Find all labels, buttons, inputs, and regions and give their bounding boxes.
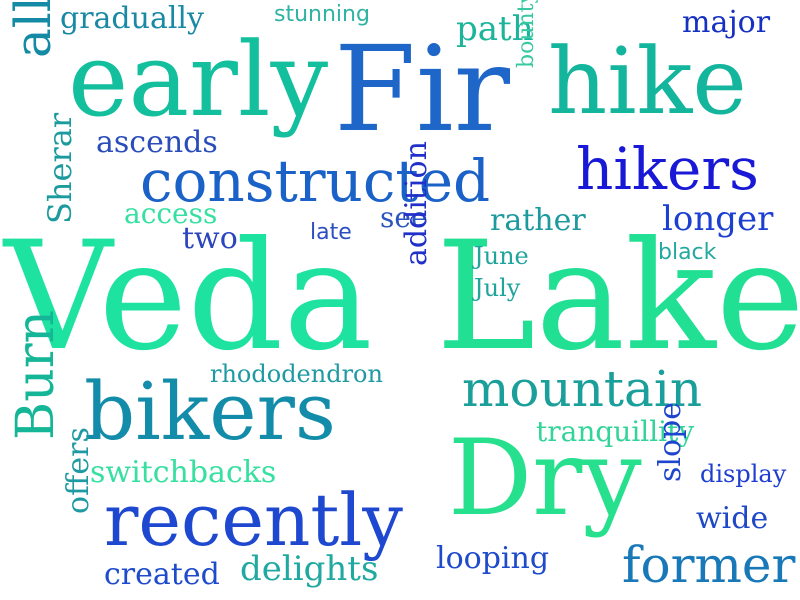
- word-july: July: [474, 274, 521, 302]
- word-sherar: Sherar: [41, 112, 79, 224]
- word-ascends: ascends: [96, 125, 218, 160]
- word-lake: Lake: [436, 210, 800, 384]
- word-veda: Veda: [4, 210, 373, 384]
- word-bounty: bounty: [514, 0, 539, 68]
- word-tranquillity: tranquillity: [536, 415, 695, 448]
- word-recently: recently: [104, 478, 403, 562]
- word-addition: addition: [399, 141, 434, 266]
- word-rhododendron: rhododendron: [210, 360, 383, 388]
- word-burn: longer: [662, 199, 774, 239]
- word-former: former: [622, 536, 796, 594]
- word-created: created: [104, 557, 220, 592]
- word-fir: Fir: [334, 20, 511, 158]
- word-access: access: [124, 197, 218, 230]
- word-wide: wide: [696, 501, 769, 536]
- word-dry: Dry: [448, 417, 642, 539]
- word-offers: offers: [61, 427, 96, 514]
- word-bikers: bikers: [84, 365, 336, 458]
- word-two: two: [182, 221, 238, 256]
- word-black: black: [658, 240, 717, 265]
- word-stunning: stunning: [274, 2, 370, 27]
- word-hikers: hikers: [576, 135, 759, 203]
- word-mountain: mountain: [462, 360, 703, 418]
- word-slope: slope: [653, 401, 688, 482]
- word-delights: delights: [240, 549, 379, 589]
- word-looping: looping: [436, 541, 550, 576]
- word-allows: Burn: [6, 309, 66, 440]
- word-see: see: [380, 201, 428, 234]
- word-constructed: constructed: [140, 147, 491, 215]
- word-early: early: [68, 21, 329, 140]
- word-major: major: [682, 5, 771, 40]
- word-longer: allows: [4, 0, 62, 58]
- word-gradually: gradually: [60, 1, 204, 36]
- word-path: path: [456, 9, 534, 49]
- word-rather: rather: [490, 203, 586, 238]
- word-switchbacks: switchbacks: [90, 455, 277, 490]
- word-late: late: [310, 220, 352, 245]
- word-hike: hike: [548, 28, 747, 135]
- word-display: display: [700, 460, 787, 488]
- word-june: June: [474, 242, 529, 270]
